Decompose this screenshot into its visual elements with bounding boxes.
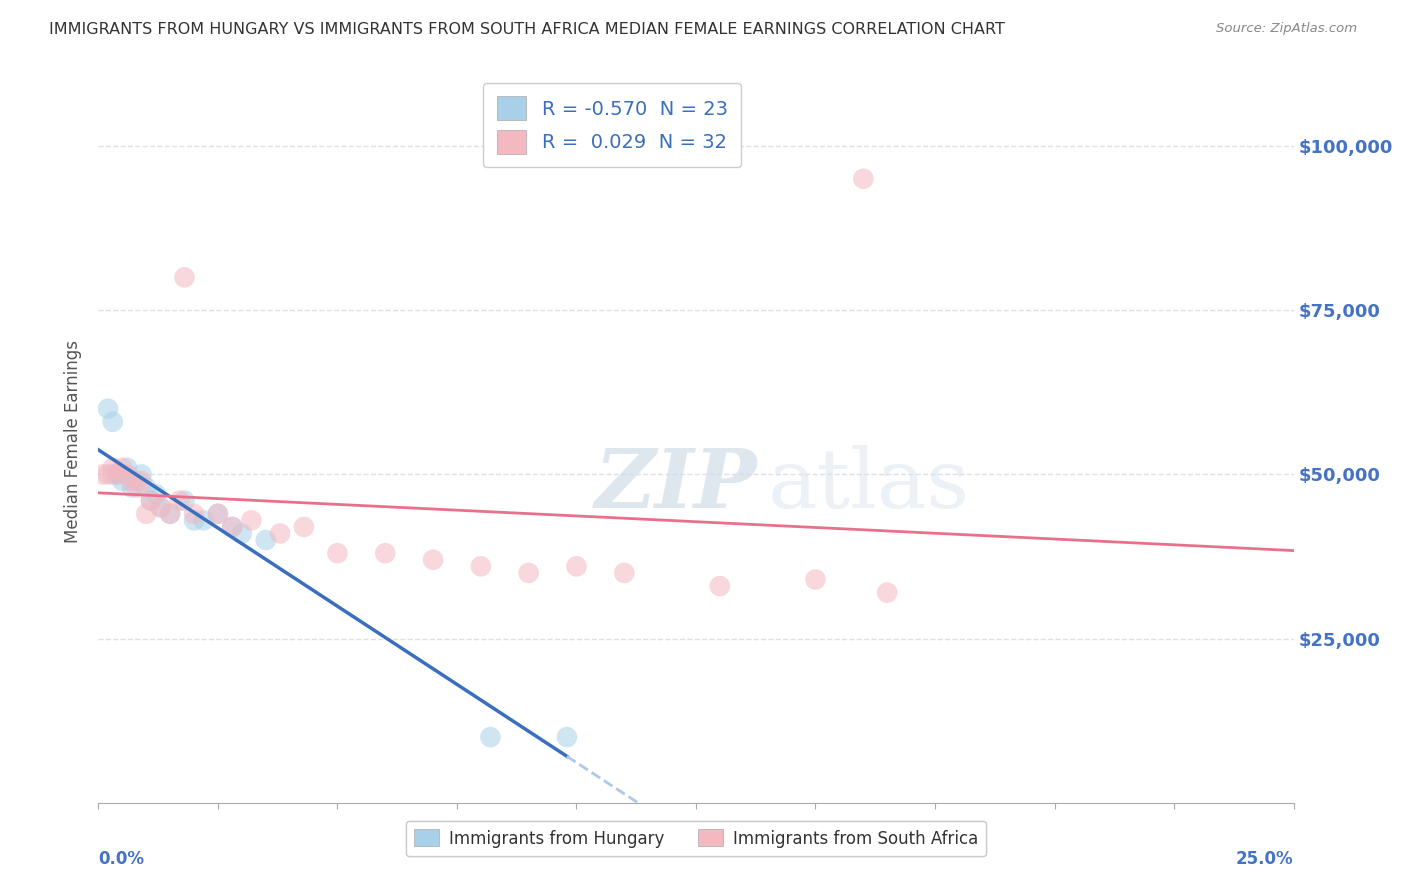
Point [221, 520, 243, 534]
Point [131, 474, 153, 488]
Text: 0.0%: 0.0% [98, 850, 145, 868]
Point [139, 493, 162, 508]
Point [159, 507, 181, 521]
Point [374, 546, 396, 560]
Point [193, 513, 215, 527]
Legend: Immigrants from Hungary, Immigrants from South Africa: Immigrants from Hungary, Immigrants from… [406, 821, 986, 856]
Point [613, 566, 636, 580]
Point [221, 520, 243, 534]
Point [101, 467, 124, 482]
Point [804, 573, 827, 587]
Text: Source: ZipAtlas.com: Source: ZipAtlas.com [1216, 22, 1357, 36]
Point [115, 467, 138, 482]
Point [101, 460, 124, 475]
Point [131, 467, 153, 482]
Point [125, 481, 148, 495]
Point [91, 467, 114, 482]
Point [207, 507, 229, 521]
Point [135, 507, 157, 521]
Point [173, 493, 195, 508]
Point [422, 553, 444, 567]
Point [111, 460, 134, 475]
Point [565, 559, 588, 574]
Point [240, 513, 263, 527]
Point [269, 526, 291, 541]
Point [183, 513, 205, 527]
Point [709, 579, 731, 593]
Text: IMMIGRANTS FROM HUNGARY VS IMMIGRANTS FROM SOUTH AFRICA MEDIAN FEMALE EARNINGS C: IMMIGRANTS FROM HUNGARY VS IMMIGRANTS FR… [49, 22, 1005, 37]
Point [231, 526, 253, 541]
Point [97, 401, 120, 416]
Point [254, 533, 277, 547]
Point [121, 474, 143, 488]
Point [97, 467, 120, 482]
Point [159, 507, 181, 521]
Point [555, 730, 578, 744]
Point [107, 467, 129, 482]
Point [876, 585, 898, 599]
Point [149, 500, 172, 515]
Text: 25.0%: 25.0% [1236, 850, 1294, 868]
Point [479, 730, 502, 744]
Point [135, 481, 157, 495]
Point [145, 487, 167, 501]
Point [183, 507, 205, 521]
Point [115, 460, 138, 475]
Point [107, 467, 129, 482]
Y-axis label: Median Female Earnings: Median Female Earnings [65, 340, 83, 543]
Text: ZIP: ZIP [595, 445, 756, 524]
Point [173, 270, 195, 285]
Point [517, 566, 540, 580]
Point [207, 507, 229, 521]
Point [121, 481, 143, 495]
Text: atlas: atlas [768, 445, 970, 524]
Point [101, 415, 124, 429]
Point [139, 493, 162, 508]
Point [852, 171, 875, 186]
Point [169, 493, 191, 508]
Point [470, 559, 492, 574]
Point [149, 500, 172, 515]
Point [292, 520, 315, 534]
Point [111, 474, 134, 488]
Point [125, 474, 148, 488]
Point [326, 546, 349, 560]
